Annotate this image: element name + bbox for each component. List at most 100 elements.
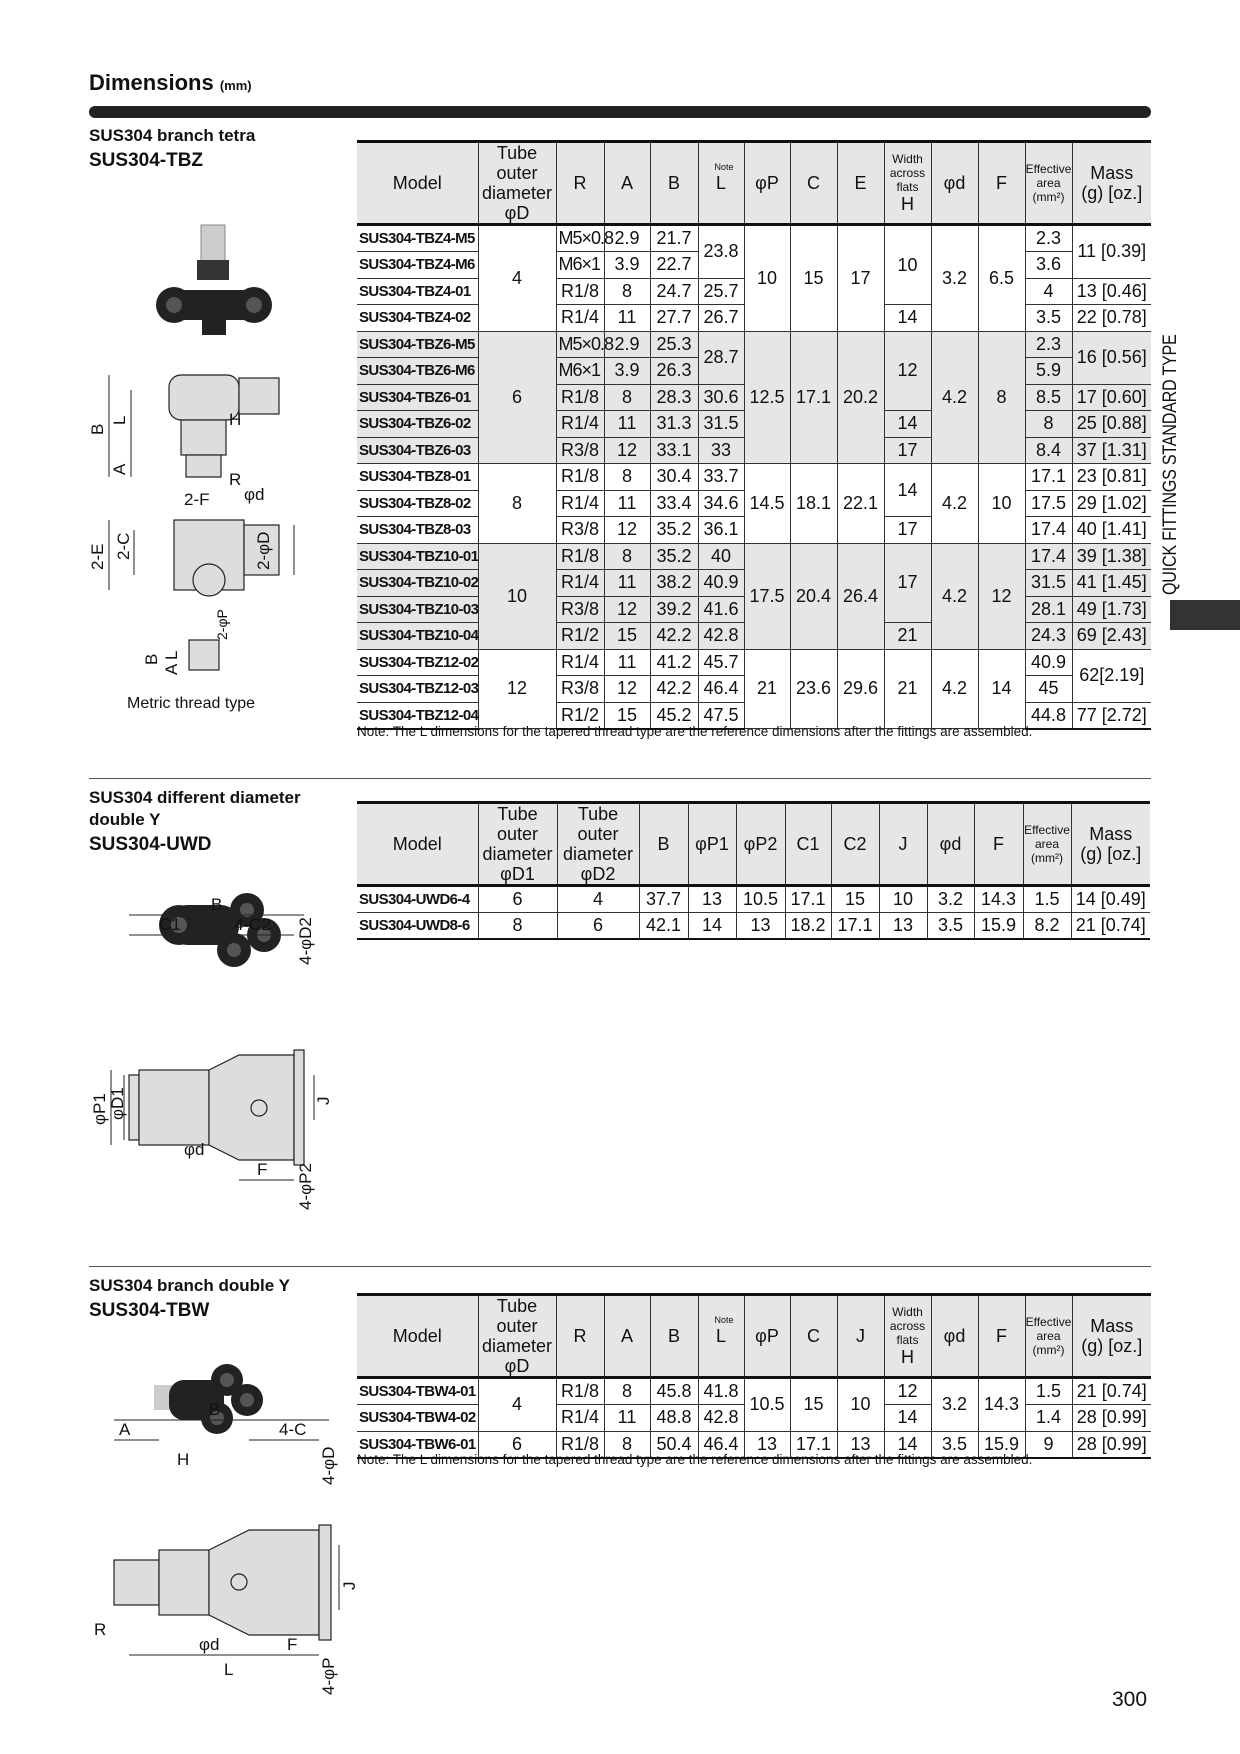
table-row: SUS304-TBZ6-01 R1/8 8 28.3 30.6 8.5 17 [0.60] (357, 383, 1151, 411)
value-cell: 10.5 (735, 885, 786, 913)
section-divider (89, 778, 1151, 779)
value-cell: 11 (603, 304, 651, 332)
column-header: Model (357, 140, 479, 226)
column-header-text: C2 (843, 834, 867, 854)
value-cell: R3/8 (555, 595, 605, 623)
column-header-text: φP2 (743, 834, 778, 854)
value-cell: 14 (977, 648, 1026, 729)
model-cell: SUS304-TBZ10-02 (357, 569, 479, 597)
tbw-dim-a: A (119, 1420, 131, 1439)
uwd-dim-b: B (211, 895, 222, 914)
value-cell: 14 (883, 1430, 932, 1459)
value-cell: 14 (883, 1404, 932, 1432)
tbz-caption: Metric thread type (127, 695, 255, 712)
value-cell: R1/8 (555, 463, 605, 491)
model-cell: SUS304-TBW4-01 (357, 1377, 479, 1405)
value-cell: 10 (477, 542, 557, 650)
table-row: SUS304-TBZ4-M6 M6×1 3.9 22.7 3.6 (357, 251, 1151, 279)
column-header-text: Model (392, 1326, 442, 1346)
table-row: SUS304-TBZ6-M5 6 M5×0.8 2.9 25.3 28.7 12.5 17.1… (357, 330, 1151, 464)
column-header-text: A (620, 173, 633, 193)
table-row: SUS304-TBZ4-M5 4 M5×0.8 2.9 21.7 23.8 10 15 17 10… (357, 224, 1151, 332)
value-cell: 17.1 (830, 912, 880, 940)
value-cell: 6 (477, 330, 557, 464)
value-cell: 25 [0.88] (1071, 410, 1151, 438)
tbw-table: Model Tube outer diameter φD R A B L Note φP C J W… (357, 1293, 1151, 1459)
value-cell: 40 (697, 542, 745, 570)
table-row: SUS304-TBZ8-01 8 R1/8 8 30.4 33.7 14.5 18.1 22.1… (357, 463, 1151, 544)
value-cell: 36.1 (697, 516, 745, 544)
value-cell: 8 (477, 463, 557, 544)
table-row: SUS304-TBZ10-04 R1/2 15 42.2 42.8 21 24.3 69 [2… (357, 622, 1151, 650)
column-header-text: B (667, 173, 680, 193)
value-cell: 17.4 (1024, 542, 1073, 570)
column-header: φd (930, 140, 979, 226)
value-cell: 42.2 (649, 622, 699, 650)
value-cell: 41.8 (697, 1377, 745, 1405)
value-cell: 8.4 (1024, 436, 1073, 464)
value-cell: R1/2 (555, 701, 605, 730)
model-cell: SUS304-TBZ6-03 (357, 436, 479, 464)
value-cell: 25.3 (649, 330, 699, 358)
value-cell: 17.5 (743, 542, 791, 650)
tbz-dim-2e: 2-E (89, 544, 107, 570)
uwd-label: SUS304 different diameter double Y (89, 788, 301, 829)
value-cell: 10 (878, 885, 928, 913)
value-cell: 23.6 (789, 648, 838, 729)
value-cell: 28 [0.99] (1071, 1430, 1151, 1459)
value-cell: 5.9 (1024, 357, 1072, 385)
value-cell: 10.5 (743, 1377, 791, 1432)
column-header: F (977, 1293, 1026, 1379)
value-cell: R1/8 (555, 277, 605, 305)
value-cell: 17.1 (789, 330, 838, 464)
column-header: R (555, 1293, 605, 1379)
value-cell: 10 (836, 1377, 885, 1432)
value-cell: 45.8 (649, 1377, 699, 1405)
value-cell: 41.2 (649, 648, 699, 676)
tbw-note: Note: The L dimensions for the tapered t… (357, 1452, 1033, 1467)
column-header-text: φd (943, 173, 966, 193)
value-cell: 8 (1024, 410, 1073, 438)
column-header-text: L (715, 1326, 726, 1346)
model-cell: SUS304-TBZ12-03 (357, 675, 479, 703)
table-row: SUS304-TBZ10-01 10 R1/8 8 35.2 40 17.5 20.4 26.4… (357, 542, 1151, 650)
value-cell: 20.4 (789, 542, 838, 650)
value-cell: 13 (735, 912, 786, 940)
tbw-dim-b: B (209, 1400, 220, 1419)
tbz-dim-a: A (110, 463, 129, 475)
value-cell: 3.5 (926, 912, 975, 940)
value-cell: 33 (697, 436, 745, 464)
value-cell: 15 (830, 885, 880, 913)
column-header-text: L (715, 173, 726, 193)
value-cell: 12 (883, 330, 932, 411)
tbz-dim-h: H (229, 410, 241, 429)
column-header-text: Model (392, 834, 442, 854)
value-cell: 41 [1.45] (1071, 569, 1151, 597)
value-cell: 1.4 (1024, 1404, 1073, 1432)
value-cell: R1/4 (555, 410, 605, 438)
column-header: Effective area (mm²) (1022, 801, 1072, 887)
table-row: SUS304-TBZ6-03 R3/8 12 33.1 33 17 8.4 37 [1.31] (357, 436, 1151, 464)
value-cell: 17.1 (1024, 463, 1073, 491)
value-cell: 10 (883, 224, 932, 305)
value-cell: 62[2.19] (1071, 648, 1151, 703)
value-cell: 3.9 (603, 357, 651, 385)
model-cell: SUS304-TBW4-02 (357, 1404, 479, 1432)
column-header: B (649, 140, 699, 226)
value-cell: 12 (977, 542, 1026, 650)
value-cell: 12 (477, 648, 557, 729)
column-header-text: C1 (796, 834, 820, 854)
value-cell: R1/8 (555, 1377, 605, 1405)
tbw-dim-4d: 4-φD (319, 1447, 338, 1485)
value-cell: 38.2 (649, 569, 699, 597)
value-cell: 40 [1.41] (1071, 516, 1151, 544)
value-cell: R1/8 (555, 383, 605, 411)
uwd-dim-4c2: 4-C2 (234, 915, 271, 934)
value-cell: 42.8 (697, 1404, 745, 1432)
value-cell: 15.9 (977, 1430, 1026, 1459)
model-cell: SUS304-TBZ8-03 (357, 516, 479, 544)
tbw-dim-j: J (340, 1582, 359, 1591)
value-cell: 4 (1024, 277, 1073, 305)
column-header-text: φd (939, 834, 962, 854)
value-cell: 18.1 (789, 463, 838, 544)
